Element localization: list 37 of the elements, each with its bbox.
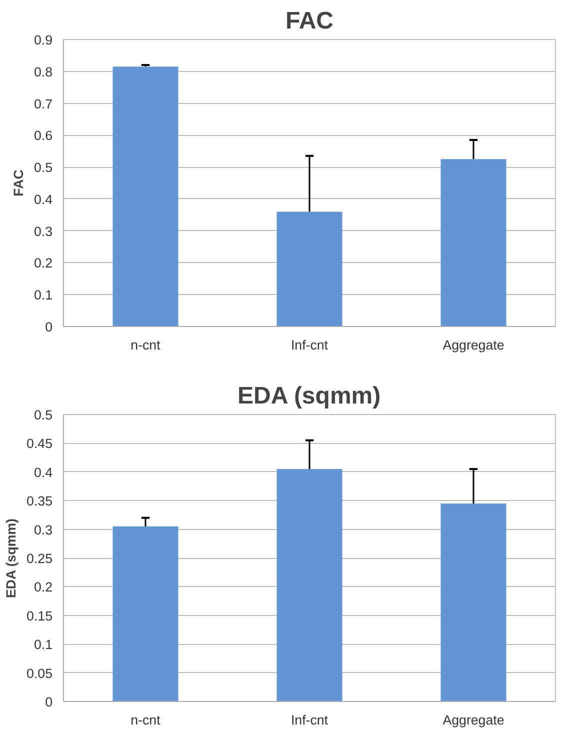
y-tick-label: 0.6 xyxy=(34,128,53,144)
x-tick-label: n-cnt xyxy=(130,338,161,352)
chart-title: EDA (sqmm) xyxy=(237,382,381,410)
y-tick-label: 0.9 xyxy=(34,32,53,48)
y-tick-label: 0.05 xyxy=(26,666,53,681)
x-tick-label: n-cnt xyxy=(130,712,161,728)
bar xyxy=(276,212,342,326)
y-tick-label: 0.15 xyxy=(26,608,53,624)
y-tick-label: 0.7 xyxy=(34,96,53,112)
y-axis-title: EDA (sqmm) xyxy=(4,518,19,598)
y-tick-label: 0.3 xyxy=(34,522,53,538)
y-tick-label: 0.5 xyxy=(34,408,53,422)
y-tick-label: 0.3 xyxy=(34,224,53,239)
y-axis-title: FAC xyxy=(10,169,26,196)
x-tick-label: Inf-cnt xyxy=(290,338,328,352)
chart-title: FAC xyxy=(286,8,334,34)
bar xyxy=(276,469,342,702)
bar xyxy=(112,66,178,326)
y-tick-label: 0.1 xyxy=(34,637,53,652)
y-tick-label: 0.25 xyxy=(26,551,53,566)
x-tick-label: Inf-cnt xyxy=(290,712,328,728)
y-tick-label: 0 xyxy=(45,320,53,334)
y-tick-label: 0.4 xyxy=(34,464,54,480)
y-tick-label: 0.5 xyxy=(34,160,53,176)
y-tick-label: 0.1 xyxy=(34,288,53,303)
y-tick-label: 0.2 xyxy=(34,256,53,271)
x-tick-label: Aggregate xyxy=(442,712,504,728)
y-tick-label: 0.45 xyxy=(26,436,53,452)
bar xyxy=(112,526,178,702)
y-tick-label: 0.35 xyxy=(26,494,53,509)
y-tick-label: 0 xyxy=(45,694,53,710)
x-tick-label: Aggregate xyxy=(442,338,504,352)
y-tick-label: 0.2 xyxy=(34,580,53,595)
bar xyxy=(440,503,506,702)
bar xyxy=(440,159,506,326)
y-tick-label: 0.4 xyxy=(34,192,54,207)
y-tick-label: 0.8 xyxy=(34,64,53,80)
